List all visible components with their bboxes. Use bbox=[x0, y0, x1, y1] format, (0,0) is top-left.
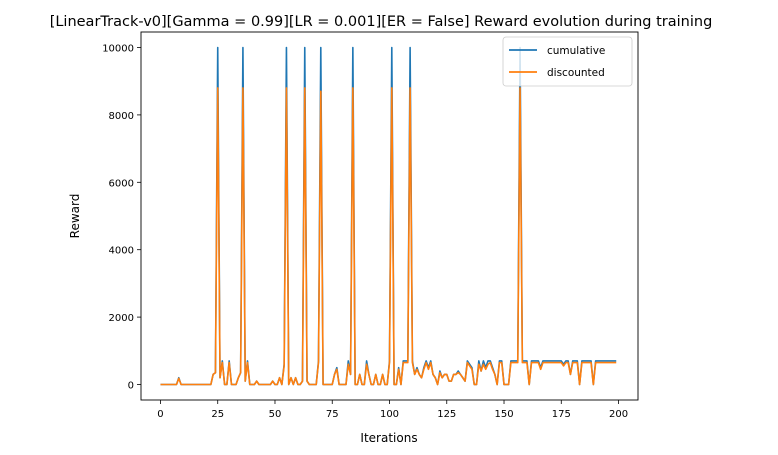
x-axis-ticks: 0 25 50 75 100 125 150 175 200 bbox=[157, 400, 628, 420]
x-tick-label: 0 bbox=[157, 409, 163, 420]
series-line-cumulative bbox=[160, 46, 617, 386]
x-tick-label: 125 bbox=[437, 409, 456, 420]
x-tick-label: 25 bbox=[211, 409, 224, 420]
y-tick-label: 6000 bbox=[109, 178, 134, 189]
y-tick-label: 2000 bbox=[109, 313, 134, 324]
x-tick-label: 75 bbox=[326, 409, 339, 420]
chart-title: [LinearTrack-v0][Gamma = 0.99][LR = 0.00… bbox=[50, 14, 713, 30]
x-tick-label: 150 bbox=[494, 409, 513, 420]
y-tick-label: 10000 bbox=[102, 44, 134, 55]
plot-lines bbox=[160, 46, 617, 386]
legend-label-cumulative: cumulative bbox=[547, 45, 605, 57]
x-tick-label: 175 bbox=[552, 409, 571, 420]
series-line-discounted bbox=[160, 87, 617, 386]
y-axis-ticks: 0 2000 4000 6000 8000 10000 bbox=[102, 44, 141, 391]
x-axis-label: Iterations bbox=[360, 431, 417, 445]
legend-label-discounted: discounted bbox=[547, 67, 605, 79]
y-tick-label: 8000 bbox=[109, 111, 134, 122]
legend: cumulative discounted bbox=[502, 36, 633, 87]
x-tick-label: 200 bbox=[609, 409, 628, 420]
x-tick-label: 50 bbox=[269, 409, 282, 420]
y-tick-label: 0 bbox=[128, 380, 134, 391]
y-tick-label: 4000 bbox=[109, 246, 134, 257]
x-tick-label: 100 bbox=[380, 409, 399, 420]
y-axis-label: Reward bbox=[68, 194, 82, 239]
